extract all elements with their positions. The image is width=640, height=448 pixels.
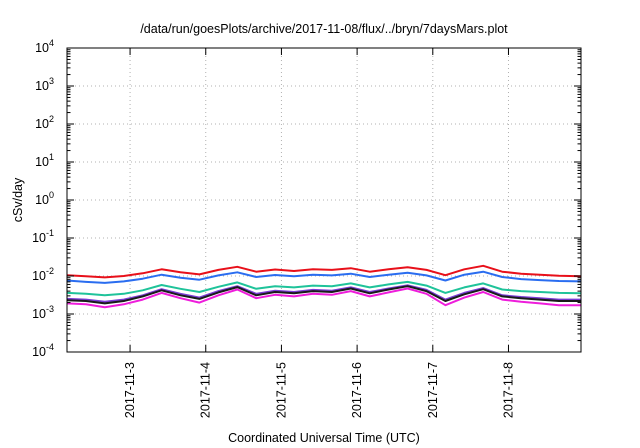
x-tick-label: 2017-11-7 — [426, 362, 440, 418]
data-series — [66, 264, 582, 309]
y-tick-label: 10-1 — [32, 228, 54, 245]
chart-title: /data/run/goesPlots/archive/2017-11-08/f… — [140, 22, 508, 36]
y-axis-label: cSv/day — [11, 177, 25, 222]
series-line-5 — [66, 285, 581, 305]
y-tick-label: 101 — [35, 152, 54, 169]
y-tick-label: 104 — [35, 38, 54, 55]
series-line-4 — [66, 284, 581, 303]
series-line-1 — [66, 264, 582, 279]
y-tick-label: 10-4 — [32, 342, 54, 359]
x-tick-label: 2017-11-5 — [274, 362, 288, 418]
y-tick-labels: 10-4 10-3 10-2 10-1 100 101 102 103 104 — [32, 38, 54, 359]
y-tick-label: 10-2 — [32, 266, 54, 283]
series-line-6 — [66, 287, 581, 309]
series-line-3 — [66, 280, 582, 297]
x-tick-label: 2017-11-4 — [199, 362, 213, 418]
x-axis-label: Coordinated Universal Time (UTC) — [228, 431, 420, 445]
axis-ticks — [67, 47, 581, 353]
x-tick-label: 2017-11-6 — [350, 362, 364, 418]
y-tick-label: 10-3 — [32, 304, 54, 321]
y-tick-label: 100 — [35, 190, 54, 207]
x-tick-label: 2017-11-8 — [501, 362, 515, 418]
x-tick-labels: 2017-11-3 2017-11-4 2017-11-5 2017-11-6 2017… — [123, 362, 515, 418]
grid-lines — [67, 48, 581, 352]
y-tick-label: 102 — [35, 114, 54, 131]
series-line-2 — [66, 270, 582, 284]
y-tick-label: 103 — [35, 76, 54, 93]
x-tick-label: 2017-11-3 — [123, 362, 137, 418]
